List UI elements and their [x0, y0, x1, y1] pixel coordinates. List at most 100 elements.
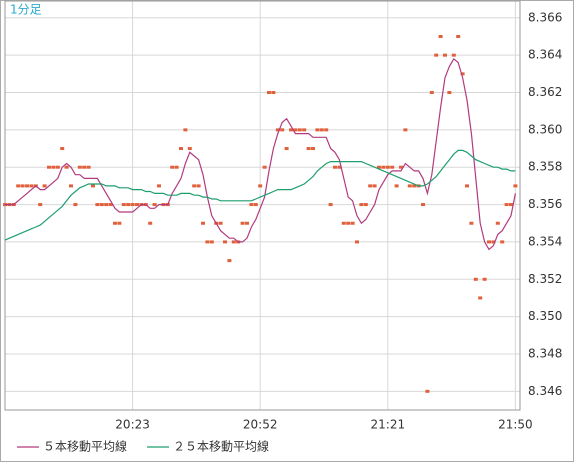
price-dot — [315, 128, 320, 132]
price-dot — [456, 34, 461, 38]
price-dot — [271, 91, 276, 95]
price-dot — [403, 128, 408, 132]
x-tick-label: 21:50 — [498, 418, 533, 432]
price-dot — [381, 165, 386, 169]
price-dot — [60, 147, 65, 151]
price-dot — [113, 221, 117, 225]
price-dot — [328, 203, 333, 207]
price-dot — [306, 147, 311, 151]
price-dot — [209, 240, 214, 244]
y-tick-label: 8.360 — [528, 122, 562, 136]
price-dot — [275, 128, 280, 132]
price-dot — [487, 240, 491, 244]
price-dot — [51, 165, 56, 169]
price-dot — [509, 203, 513, 207]
price-dot — [495, 221, 500, 225]
price-dot — [297, 128, 302, 132]
price-dot — [421, 203, 425, 207]
price-dot — [319, 128, 324, 132]
price-dot — [341, 221, 346, 225]
price-dot — [170, 165, 175, 169]
price-dot — [302, 128, 307, 132]
price-dot — [469, 221, 474, 225]
price-dot — [117, 221, 122, 225]
price-dot — [504, 203, 509, 207]
price-dot — [500, 240, 505, 244]
y-tick-label: 8.366 — [528, 10, 562, 24]
price-dot — [337, 165, 342, 169]
price-dot — [289, 128, 293, 132]
price-dot — [38, 203, 43, 207]
price-dot — [443, 53, 447, 57]
price-dot — [311, 147, 315, 151]
price-dot — [447, 91, 452, 95]
price-dot — [359, 203, 364, 207]
y-tick-label: 8.348 — [528, 346, 562, 360]
price-dot — [350, 221, 355, 225]
price-dot — [201, 221, 205, 225]
y-tick-label: 8.350 — [528, 309, 562, 323]
price-dot — [368, 184, 373, 188]
price-dot — [86, 165, 91, 169]
price-dot — [346, 221, 351, 225]
price-dot — [16, 184, 21, 188]
price-dot — [253, 203, 258, 207]
y-tick-label: 8.352 — [528, 272, 562, 286]
price-dot — [29, 184, 34, 188]
price-dot — [460, 72, 465, 76]
price-dot — [372, 184, 377, 188]
legend-label: ２５本移動平均線 — [173, 439, 269, 454]
price-dot — [482, 277, 487, 281]
y-tick-label: 8.364 — [528, 48, 562, 62]
price-dot — [258, 184, 263, 188]
price-dot — [438, 34, 443, 38]
price-dot — [465, 184, 469, 188]
price-dot — [77, 165, 82, 169]
price-dot — [231, 240, 236, 244]
price-dot — [223, 240, 227, 244]
price-dot — [390, 165, 395, 169]
price-dot — [82, 165, 87, 169]
moving-average-line — [4, 149, 516, 241]
price-dot — [157, 184, 161, 188]
price-dot — [429, 91, 434, 95]
y-tick-label: 8.356 — [528, 197, 562, 211]
price-dot — [451, 53, 456, 57]
x-tick-label: 20:52 — [243, 418, 278, 432]
price-dot — [249, 203, 254, 207]
price-dot — [135, 203, 139, 207]
price-dot — [240, 221, 245, 225]
price-dot — [324, 128, 329, 132]
price-dot — [473, 277, 478, 281]
price-dot — [174, 165, 179, 169]
price-dot — [25, 184, 29, 188]
legend-label: ５本移動平均線 — [43, 439, 127, 454]
price-dot — [284, 147, 289, 151]
y-tick-label: 8.362 — [528, 85, 562, 99]
price-dot — [280, 128, 285, 132]
y-tick-label: 8.354 — [528, 234, 562, 248]
price-dot — [478, 296, 483, 300]
price-dot — [42, 184, 47, 188]
price-dot — [179, 147, 183, 151]
price-dot — [385, 165, 390, 169]
price-dot — [377, 165, 381, 169]
price-dot — [267, 91, 271, 95]
price-dot — [152, 203, 157, 207]
chart-title: 1分足 — [10, 3, 42, 17]
price-dot — [95, 203, 100, 207]
price-dot — [491, 240, 496, 244]
price-dot — [425, 389, 430, 393]
y-tick-label: 8.346 — [528, 384, 562, 398]
price-dot — [91, 184, 95, 188]
price-dot — [513, 184, 518, 188]
price-dot — [69, 184, 73, 188]
price-dot — [293, 128, 298, 132]
price-dot — [130, 203, 135, 207]
price-dot — [126, 203, 131, 207]
price-dot — [394, 184, 399, 188]
price-dot — [192, 184, 197, 188]
price-dot — [434, 53, 439, 57]
price-dot — [187, 147, 192, 151]
